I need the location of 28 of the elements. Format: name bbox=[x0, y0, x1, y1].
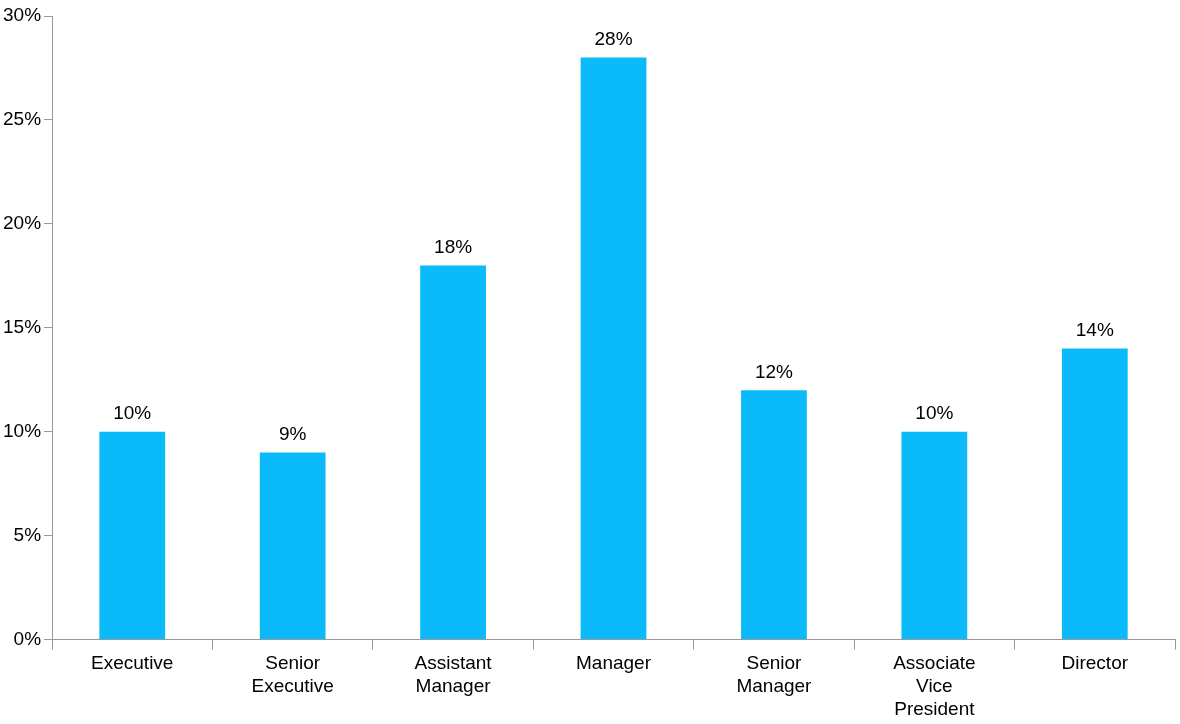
x-tick-label: Assistant Manager bbox=[414, 652, 493, 697]
bar bbox=[901, 431, 968, 640]
data-label: 12% bbox=[754, 360, 794, 382]
bar bbox=[99, 431, 166, 640]
y-tick-label: 15% bbox=[3, 316, 42, 338]
data-label: 18% bbox=[434, 236, 473, 258]
x-tick-label: Director bbox=[1061, 652, 1129, 674]
y-tick-label: 25% bbox=[3, 108, 42, 130]
bar bbox=[580, 57, 647, 640]
bar bbox=[1061, 348, 1128, 640]
y-tick-label: 0% bbox=[13, 627, 42, 649]
bar bbox=[420, 265, 486, 640]
y-tick-label: 5% bbox=[13, 523, 42, 545]
y-tick-label: 10% bbox=[3, 419, 42, 441]
data-label: 10% bbox=[915, 402, 954, 424]
x-tick-label: Senior Manager bbox=[736, 652, 813, 697]
x-tick-label: Senior Executive bbox=[251, 652, 334, 697]
x-tick-label: Associate Vice President bbox=[893, 652, 976, 719]
data-label: 28% bbox=[594, 28, 633, 50]
x-tick-label: Executive bbox=[91, 652, 174, 674]
y-tick-label: 30% bbox=[3, 4, 42, 26]
data-label: 14% bbox=[1075, 319, 1114, 341]
bar bbox=[259, 452, 326, 640]
data-label: 9% bbox=[278, 423, 307, 445]
y-tick-label: 20% bbox=[3, 212, 42, 234]
data-label: 10% bbox=[113, 402, 152, 424]
bar bbox=[741, 390, 807, 640]
x-tick-label: Manager bbox=[576, 652, 652, 674]
